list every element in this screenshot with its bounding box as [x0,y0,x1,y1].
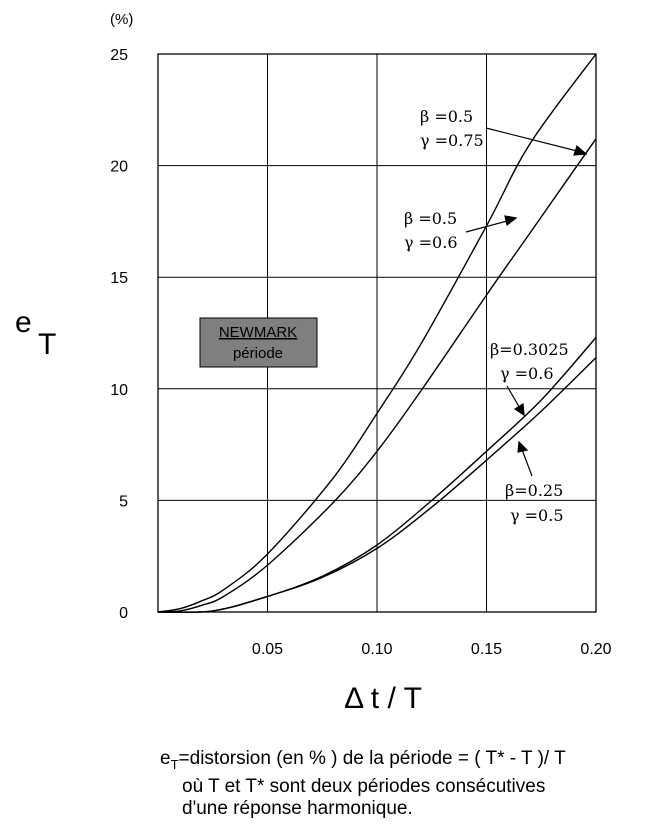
annotation-gamma-2: γ =0.6 [404,233,458,252]
y-axis-label-main: e [15,306,32,339]
annotation-beta-4: β=0.25 [505,481,563,500]
series-line-1 [157,53,597,613]
caption-line-1: eT=distorsion (en % ) de la période = ( … [160,748,566,776]
annotation-arrows [465,127,588,477]
y-tick-label: 0 [119,605,128,622]
annotation-gamma-1: γ =0.75 [420,131,484,150]
arrow-series-1 [485,127,582,153]
caption-symbol: e [160,748,171,769]
annotation-beta-3: β=0.3025 [490,340,569,359]
y-tick-label: 10 [110,382,128,399]
newmark-box-subtitle: période [233,345,283,362]
y-tick-label: 20 [110,159,128,176]
caption-symbol-sub: T [170,756,179,772]
x-tick-label: 0.05 [252,641,283,658]
arrow-series-4 [520,446,533,477]
caption-definition: =distorsion (en % ) de la période = ( T*… [178,748,566,769]
annotation-beta-1: β =0.5 [420,107,473,126]
arrow-series-3 [506,385,522,411]
x-axis-label: Δ t / T [344,682,422,715]
chart: (%) e T Δ t / T NEWMARK période β =0.5 γ… [15,11,612,715]
grid [157,53,597,613]
y-axis-label-sub: T [38,328,56,361]
arrow-head-series-1 [573,144,588,156]
x-tick-label: 0.15 [471,641,502,658]
newmark-box-title: NEWMARK [219,324,297,341]
caption-line-2: où T et T* sont deux périodes consécutiv… [182,775,546,797]
caption-line-3: d'une réponse harmonique. [182,797,413,819]
arrow-head-series-3 [513,402,525,417]
series-line-2 [157,138,597,613]
annotation-gamma-4: γ =0.5 [510,506,564,525]
annotation-beta-2: β =0.5 [404,209,457,228]
x-tick-label: 0.10 [361,641,392,658]
y-unit-label: (%) [110,11,133,28]
arrow-head-series-4 [517,440,529,453]
annotation-gamma-3: γ =0.6 [500,364,554,383]
arrow-series-2 [465,219,512,233]
series-line-4 [157,357,597,614]
newmark-box: NEWMARK période [199,317,318,368]
caption: eT=distorsion (en % ) de la période = ( … [160,748,566,820]
x-tick-label: 0.20 [580,641,611,658]
y-tick-label: 15 [110,270,128,287]
arrow-head-series-2 [504,215,518,227]
y-tick-label: 25 [110,47,128,64]
y-tick-label: 5 [119,493,128,510]
